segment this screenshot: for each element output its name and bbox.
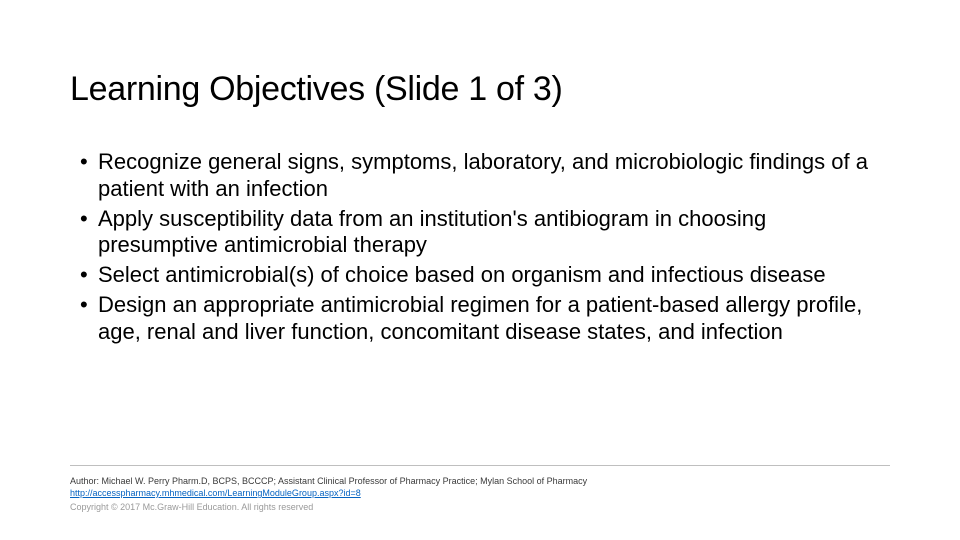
- bullet-list: Recognize general signs, symptoms, labor…: [70, 149, 890, 346]
- source-link-line: http://accesspharmacy.mhmedical.com/Lear…: [70, 488, 890, 498]
- footer-divider: [70, 465, 890, 466]
- bullet-item: Recognize general signs, symptoms, labor…: [80, 149, 890, 203]
- bullet-item: Select antimicrobial(s) of choice based …: [80, 262, 890, 289]
- copyright-text: Copyright © 2017 Mc.Graw-Hill Education.…: [70, 502, 890, 512]
- slide-title: Learning Objectives (Slide 1 of 3): [70, 70, 890, 109]
- bullet-item: Design an appropriate antimicrobial regi…: [80, 292, 890, 346]
- author-text: Author: Michael W. Perry Pharm.D, BCPS, …: [70, 476, 890, 486]
- slide-footer: Author: Michael W. Perry Pharm.D, BCPS, …: [70, 465, 890, 512]
- bullet-item: Apply susceptibility data from an instit…: [80, 206, 890, 260]
- slide-container: Learning Objectives (Slide 1 of 3) Recog…: [0, 0, 960, 540]
- source-link[interactable]: http://accesspharmacy.mhmedical.com/Lear…: [70, 488, 361, 498]
